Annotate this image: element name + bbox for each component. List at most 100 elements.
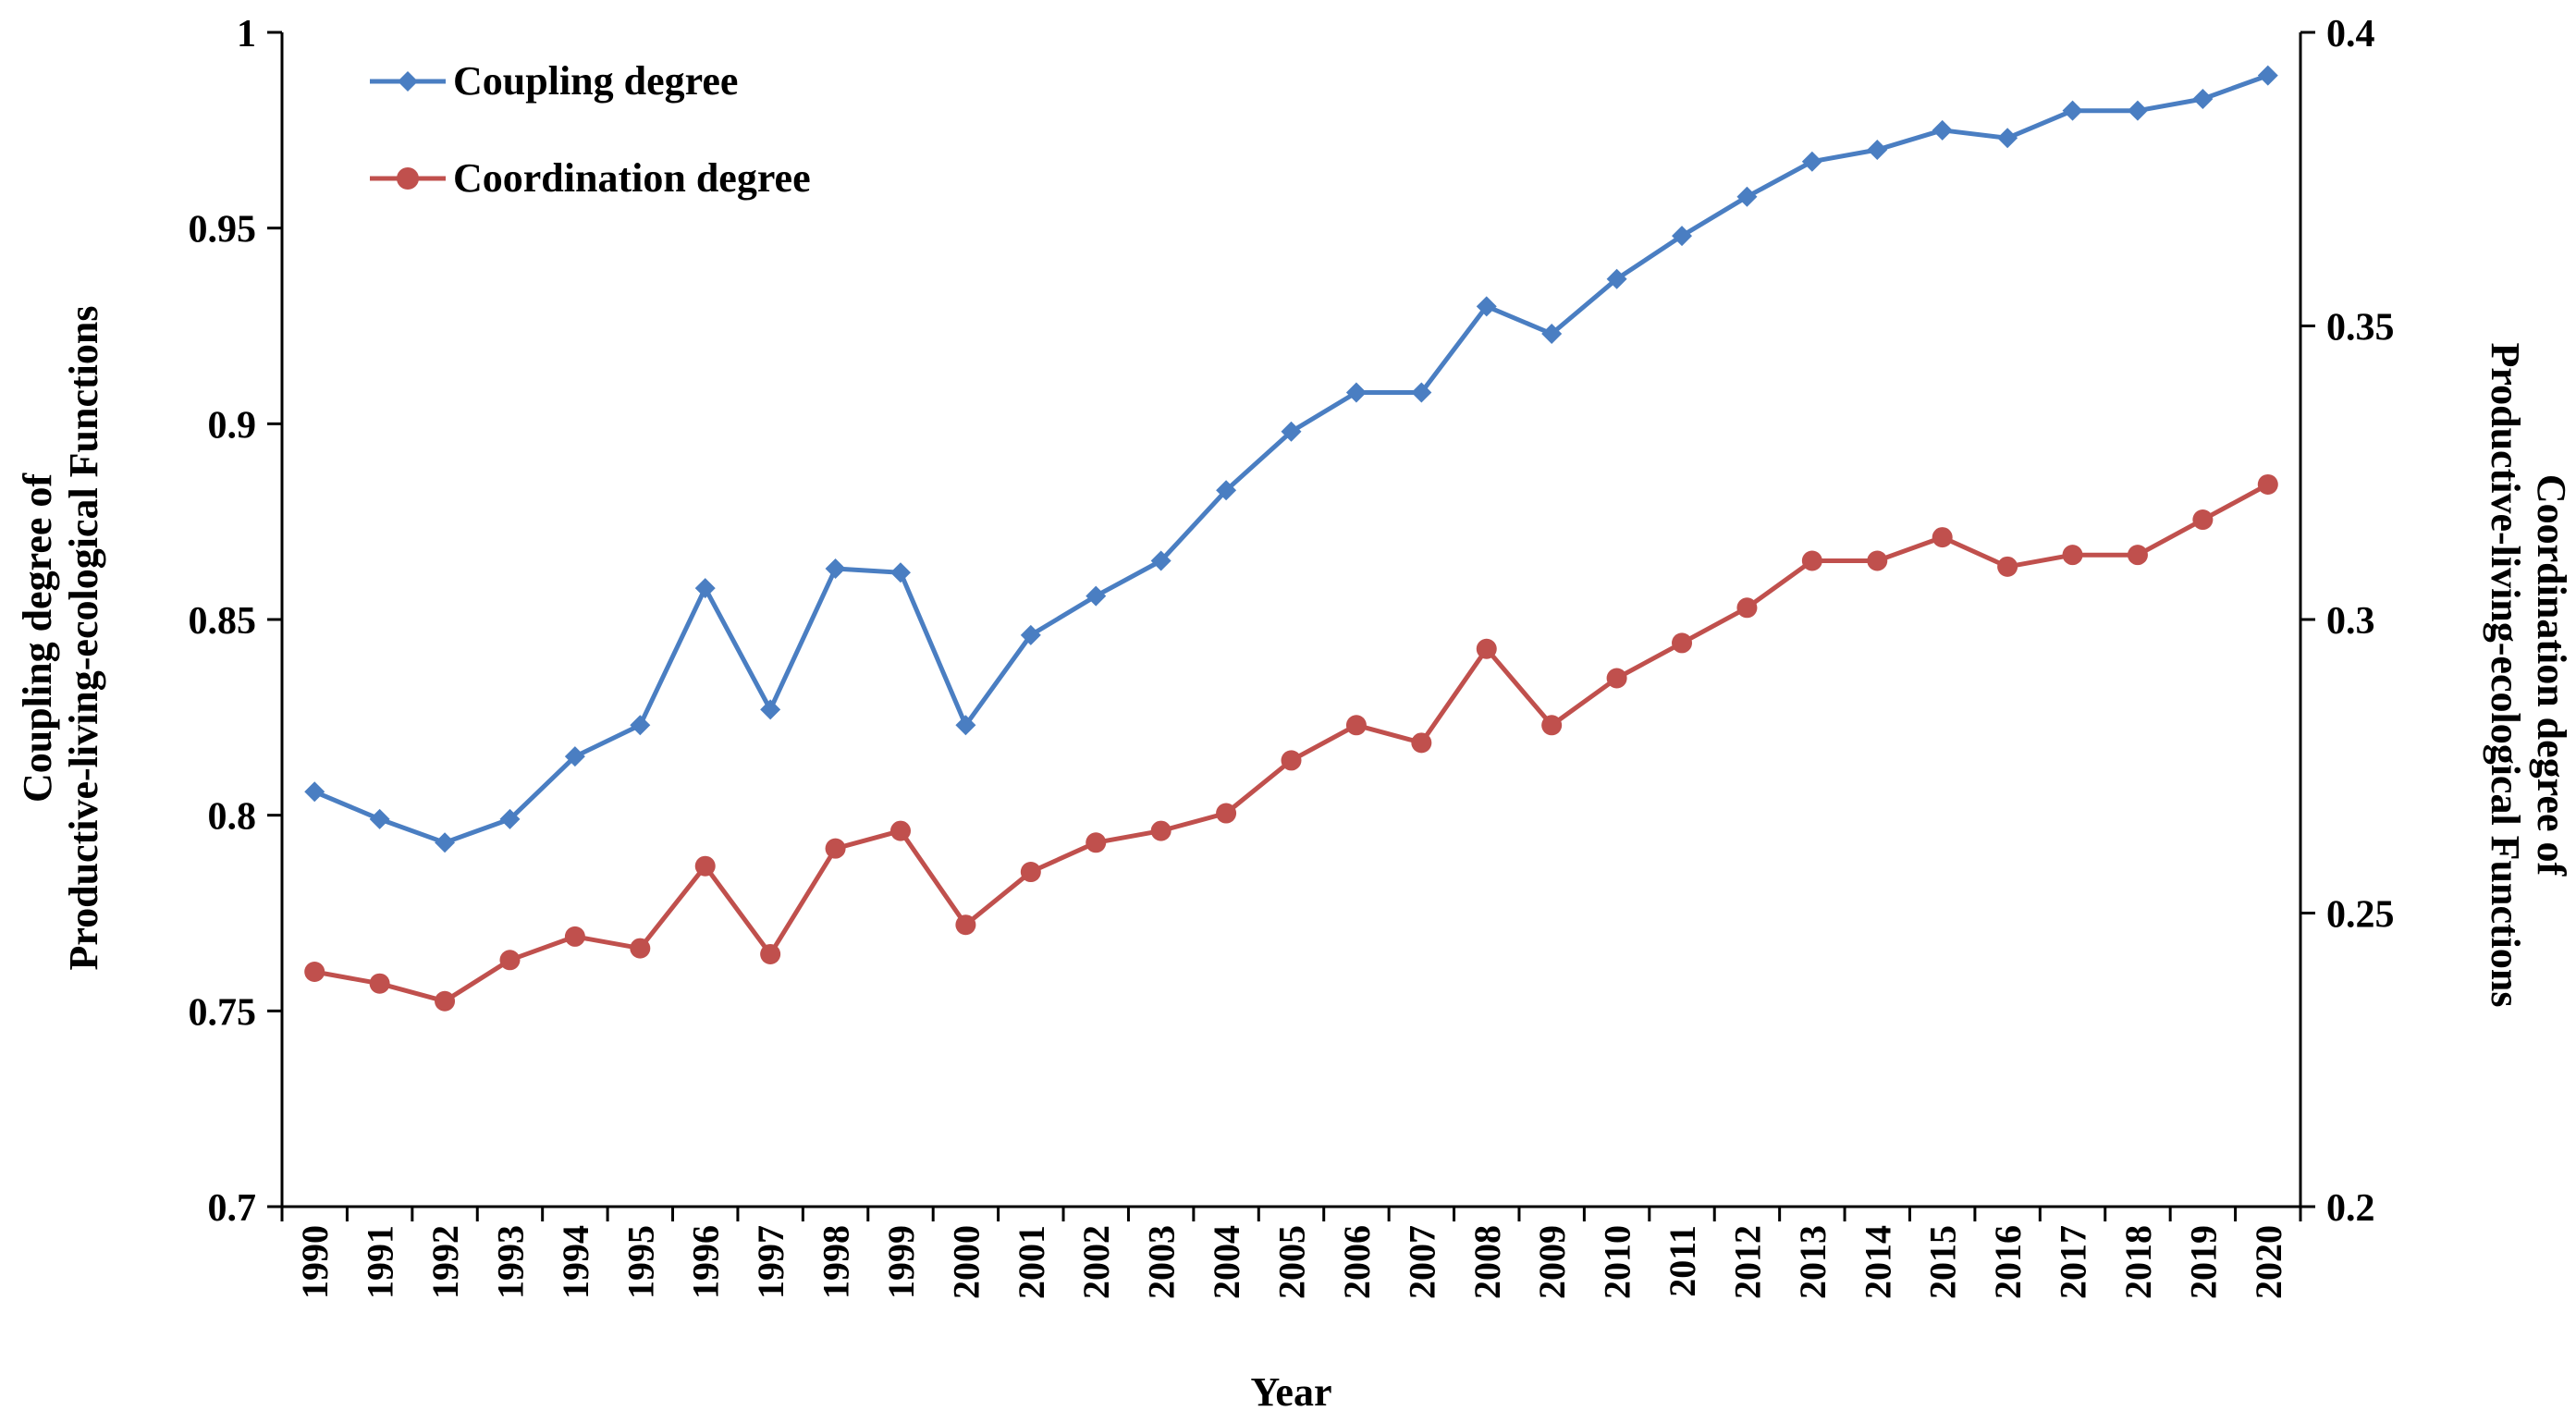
data-point-diamond (1476, 296, 1497, 317)
y-left-tick-label: 0.85 (189, 600, 257, 643)
x-tick-label: 2002 (1075, 1225, 1117, 1299)
x-tick-label: 2003 (1141, 1225, 1183, 1299)
data-point-circle (825, 838, 846, 859)
data-point-diamond (1801, 151, 1822, 172)
x-tick-label: 2006 (1336, 1225, 1378, 1299)
x-axis-title: Year (1251, 1369, 1332, 1415)
data-point-circle (2192, 509, 2214, 531)
x-tick-label: 1991 (360, 1225, 401, 1299)
x-tick-label: 2012 (1726, 1225, 1768, 1299)
data-point-diamond (2192, 88, 2214, 109)
y-left-tick-label: 0.8 (208, 796, 257, 839)
data-point-diamond (369, 808, 390, 829)
x-tick-label: 2019 (2182, 1225, 2224, 1299)
x-tick-label: 2013 (1792, 1225, 1834, 1299)
x-tick-label: 1990 (294, 1225, 336, 1299)
x-tick-label: 2001 (1011, 1225, 1052, 1299)
data-point-circle (435, 990, 456, 1012)
data-point-diamond (1932, 119, 1953, 141)
x-tick-label: 1998 (816, 1225, 857, 1299)
y-axis-right-title-line1: Coordination degree of (2529, 474, 2574, 877)
data-point-circle (1932, 527, 1953, 548)
data-point-circle (1801, 550, 1822, 571)
y-right-tick-label: 0.4 (2326, 13, 2375, 55)
data-point-diamond (499, 808, 521, 829)
y-right-tick-label: 0.2 (2326, 1187, 2375, 1230)
data-point-circle (1867, 550, 1888, 571)
data-point-diamond (564, 746, 585, 767)
x-tick-label: 2017 (2053, 1225, 2094, 1299)
data-point-diamond (1672, 226, 1693, 247)
data-point-circle (1541, 715, 1563, 736)
data-point-circle (1020, 862, 1041, 883)
data-point-diamond (2257, 65, 2278, 86)
data-point-circle (889, 820, 911, 841)
data-point-circle (1086, 832, 1107, 853)
y-left-tick-label: 1 (237, 13, 256, 55)
data-point-circle (1216, 803, 1237, 824)
x-tick-label: 2007 (1401, 1225, 1442, 1299)
y-right-tick-label: 0.35 (2326, 307, 2395, 350)
data-point-circle (1736, 597, 1758, 619)
data-point-diamond (1606, 268, 1627, 289)
data-point-circle (1281, 750, 1302, 771)
y-left-tick-label: 0.7 (208, 1187, 257, 1230)
data-point-diamond (1867, 140, 1888, 160)
data-point-diamond (2062, 100, 2083, 121)
x-tick-label: 2016 (1987, 1225, 2029, 1299)
x-tick-label: 1996 (685, 1225, 727, 1299)
legend-label-1: Coupling degree (453, 58, 738, 104)
data-point-diamond (1541, 323, 1563, 344)
data-point-diamond (760, 699, 781, 720)
data-point-diamond (1086, 585, 1107, 607)
data-point-diamond (435, 832, 456, 853)
y-axis-left-title-line2: Productive-living-ecological Functions (61, 305, 106, 970)
data-point-circle (1672, 632, 1693, 654)
x-tick-label: 2014 (1857, 1225, 1898, 1299)
x-tick-label: 1992 (424, 1225, 466, 1299)
data-point-diamond (1411, 382, 1432, 403)
x-tick-label: 2015 (1922, 1225, 1964, 1299)
data-point-diamond (1150, 550, 1171, 571)
data-point-circle (1997, 556, 2018, 577)
data-point-circle (760, 943, 781, 964)
data-point-circle (304, 962, 325, 982)
y-axis-left-title-line1: Coupling degree of (15, 472, 60, 803)
data-point-diamond (1997, 128, 2018, 149)
data-point-diamond (1345, 382, 1367, 403)
x-tick-label: 2000 (945, 1225, 987, 1299)
x-tick-label: 2009 (1531, 1225, 1573, 1299)
data-point-circle (955, 914, 976, 936)
data-point-circle (2062, 545, 2083, 566)
y-left-tick-label: 0.95 (189, 209, 257, 251)
data-point-circle (694, 855, 716, 877)
data-point-diamond (2127, 100, 2148, 121)
x-tick-label: 1993 (489, 1225, 531, 1299)
data-point-diamond (1281, 421, 1302, 442)
legend-marker-circle (397, 167, 419, 190)
data-point-circle (2127, 545, 2148, 566)
x-tick-label: 1995 (619, 1225, 661, 1299)
data-point-diamond (1736, 186, 1758, 207)
data-point-diamond (1020, 624, 1041, 645)
data-point-circle (1411, 732, 1432, 754)
data-point-circle (1476, 638, 1497, 659)
data-point-circle (564, 926, 585, 947)
x-tick-label: 2004 (1206, 1225, 1247, 1299)
x-tick-label: 2005 (1271, 1225, 1313, 1299)
x-tick-label: 2018 (2117, 1225, 2159, 1299)
y-axis-right-title-line2: Productive-living-ecological Functions (2483, 342, 2528, 1007)
legend-label-2: Coordination degree (453, 155, 811, 201)
x-tick-label: 1994 (555, 1225, 596, 1299)
data-point-circle (1606, 668, 1627, 689)
data-point-circle (1345, 715, 1367, 736)
data-point-diamond (1216, 480, 1237, 501)
data-point-circle (1150, 820, 1171, 841)
data-point-circle (2257, 473, 2278, 495)
data-point-diamond (304, 781, 325, 803)
x-tick-label: 2020 (2248, 1225, 2289, 1299)
data-point-diamond (825, 558, 846, 579)
data-point-diamond (630, 715, 651, 736)
data-point-circle (499, 950, 521, 971)
y-right-tick-label: 0.25 (2326, 894, 2395, 937)
